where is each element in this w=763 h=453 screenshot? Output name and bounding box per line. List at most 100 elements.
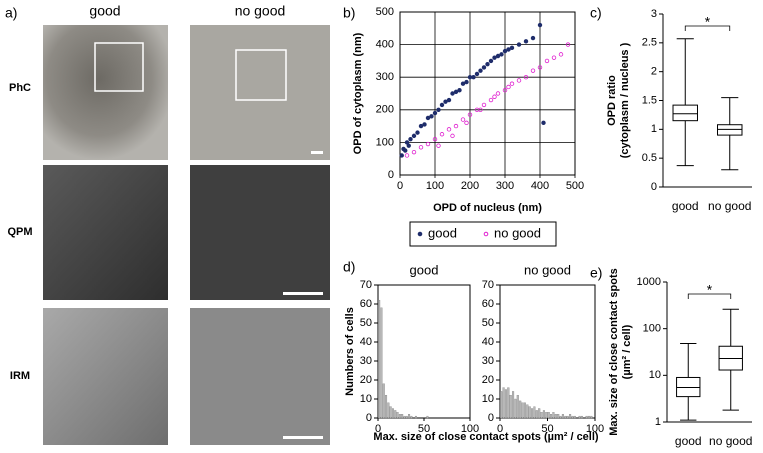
y-tick-label: 0: [651, 181, 657, 193]
micrographs: [43, 25, 330, 445]
scatter-point: [439, 132, 445, 137]
histogram-bar: [405, 415, 408, 419]
histogram-bar: [566, 415, 569, 419]
chart-title: good: [410, 262, 439, 277]
scatter-point: [499, 52, 504, 57]
histogram-bar: [561, 414, 564, 419]
scatter-point: [509, 81, 515, 86]
y-tick-label: 70: [482, 279, 494, 291]
histogram-bar: [408, 414, 411, 419]
histogram-bar: [507, 387, 510, 419]
y-tick-label: 2.5: [642, 37, 657, 49]
histogram-bar: [554, 414, 557, 419]
y-tick-label: 60: [360, 298, 372, 310]
scatter-point: [436, 143, 441, 148]
scatter-point: [411, 149, 417, 155]
legend-marker: [483, 231, 489, 237]
significance-bracket: [687, 293, 732, 299]
scatter-point: [432, 110, 438, 116]
histogram-bar: [410, 415, 413, 419]
y-tick-label: 60: [482, 298, 494, 310]
scatter-point: [439, 102, 445, 108]
y-tick-label: 1: [655, 416, 661, 428]
histogram-bar: [403, 415, 406, 419]
histogram-bar: [380, 307, 383, 419]
scatter-point: [488, 58, 494, 64]
histogram-bar: [516, 395, 519, 419]
y-tick-label: 10: [649, 369, 661, 381]
legend-label: good: [428, 225, 457, 240]
histogram-bar: [557, 414, 560, 419]
x-tick-label: good: [675, 434, 702, 448]
histogram-bar: [509, 395, 512, 419]
y-tick-label: 300: [376, 71, 394, 83]
scatter-point: [467, 74, 473, 80]
y-tick-label: 3: [651, 8, 657, 20]
histogram-bar: [552, 412, 555, 419]
y-tick-label: 10: [482, 393, 494, 405]
scatter-point: [481, 102, 487, 108]
scatter-point: [425, 141, 431, 147]
scatter-point: [509, 45, 515, 51]
histogram-bar: [504, 389, 507, 419]
y-tick-label: 0.5: [642, 152, 657, 164]
y-tick-label: 40: [360, 336, 372, 348]
y-tick-label: 30: [360, 355, 372, 367]
histogram-bar: [580, 415, 583, 419]
histogram-bar: [378, 300, 381, 419]
histogram-bar: [590, 415, 593, 419]
plot-frame: [377, 284, 471, 419]
histogram-bar: [500, 391, 503, 419]
scatter-point: [411, 133, 417, 139]
y-tick-label: 100: [643, 323, 661, 335]
histogram-bar: [426, 415, 429, 419]
histogram-bar: [559, 415, 562, 419]
x-axis-label: Max. size of close contact spots (µm² / …: [373, 431, 599, 443]
scatter-point: [422, 122, 427, 127]
histogram-bar: [387, 402, 390, 419]
histogram-bar: [571, 415, 574, 419]
scatter-point: [425, 115, 431, 121]
scatter-point: [436, 107, 441, 112]
y-tick-label: 400: [376, 39, 394, 51]
scatter-point: [418, 123, 424, 129]
scatter-point: [544, 58, 550, 64]
scatter-point: [399, 153, 404, 158]
scatter-point: [481, 65, 487, 70]
histogram-bar: [545, 412, 548, 419]
irm-nogood-image: [190, 308, 330, 445]
x-tick-label: 100: [586, 423, 604, 435]
scatter-point: [516, 42, 522, 47]
roi-box: [94, 42, 144, 92]
y-tick-label: 50: [360, 317, 372, 329]
y-tick-label: 20: [360, 374, 372, 386]
scatter-point: [495, 91, 501, 96]
histogram-bar: [394, 410, 397, 419]
x-tick-label: 0: [497, 423, 503, 435]
phc-good-image: [43, 25, 168, 160]
panel-label: e): [590, 265, 602, 281]
scale-bar: [311, 151, 323, 154]
histogram-bar: [585, 415, 588, 419]
x-tick-label: 200: [461, 180, 479, 192]
histogram-bar: [382, 383, 385, 419]
y-tick-label: 1.5: [642, 94, 657, 106]
histogram-bar: [401, 414, 404, 419]
box: [672, 104, 698, 122]
y-tick-label: 10: [360, 393, 372, 405]
histogram-bar: [396, 412, 399, 419]
histogram-bar: [569, 414, 572, 419]
scatter-point: [495, 53, 501, 59]
x-tick-label: no good: [709, 434, 752, 448]
scatter-point: [429, 114, 434, 119]
scatter-point: [453, 123, 459, 129]
histogram-bar: [414, 415, 417, 419]
y-axis-label: OPD of cytoplasm (nm): [352, 32, 364, 154]
scatter-point: [474, 71, 480, 77]
y-tick-label: 100: [376, 136, 394, 148]
histogram-bar: [573, 415, 576, 419]
scatter-point: [403, 148, 408, 153]
scatter-point: [453, 89, 459, 95]
scatter-point: [464, 79, 469, 85]
y-axis-label: (cytoplasm / nucleus ): [619, 42, 631, 158]
